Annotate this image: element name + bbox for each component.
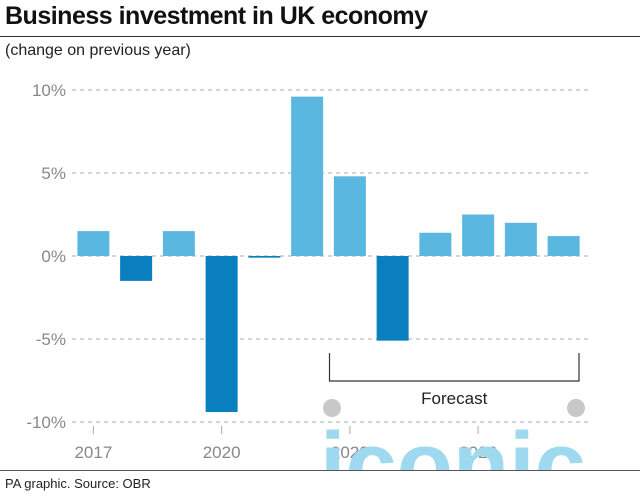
bar (504, 222, 537, 256)
chart-subtitle: (change on previous year) (5, 42, 191, 59)
title-rule (0, 36, 640, 37)
bar (376, 256, 409, 341)
watermark-dot-left (323, 399, 341, 417)
y-tick-label: -5% (36, 330, 66, 349)
bar (291, 96, 324, 256)
bar (77, 231, 110, 256)
x-tick-label: 2017 (74, 443, 112, 462)
footer-rule (0, 470, 640, 471)
y-tick-label: -10% (26, 413, 66, 432)
bar (462, 214, 495, 256)
y-tick-label: 5% (41, 164, 66, 183)
watermark-dot-right (567, 399, 585, 417)
y-tick-label: 0% (41, 247, 66, 266)
x-tick-label: 2020 (203, 443, 241, 462)
bar (205, 256, 238, 413)
iconic-watermark: iconic (320, 399, 586, 470)
bar (248, 256, 281, 258)
watermark-text: iconic (320, 414, 586, 470)
forecast-label: Forecast (421, 389, 487, 408)
forecast-bracket (328, 353, 580, 382)
y-tick-label: 10% (32, 81, 66, 100)
bar (547, 236, 580, 256)
x-tick-label: 2023 (331, 443, 369, 462)
bar (333, 176, 366, 256)
source-note: PA graphic. Source: OBR (5, 476, 151, 491)
x-tick-label: 2026 (459, 443, 497, 462)
chart-title: Business investment in UK economy (5, 2, 428, 30)
bar (120, 256, 153, 281)
bar (162, 231, 195, 256)
bar (419, 232, 452, 256)
bar-chart: 10% 5% 0% -5% -10% 2017 2020 2023 2026 Forecast (26, 81, 592, 462)
